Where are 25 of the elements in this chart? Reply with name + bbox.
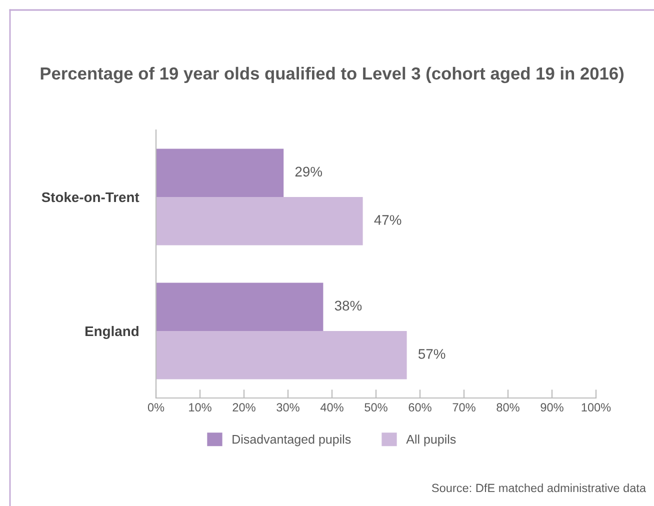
chart-title: Percentage of 19 year olds qualified to Level 3 (cohort aged 19 in 2016): [40, 66, 624, 84]
data-label: 47%: [374, 215, 402, 225]
x-tick-label: 80%: [496, 403, 520, 412]
x-tick-label: 10%: [189, 403, 212, 412]
x-tick-label: 0%: [148, 403, 164, 412]
x-tick-label: 100%: [582, 403, 611, 412]
data-label: 29%: [295, 166, 322, 177]
x-tick-label: 30%: [276, 403, 300, 412]
x-tick-label: 70%: [452, 403, 476, 412]
legend-label: All pupils: [406, 434, 456, 446]
bar: [156, 331, 407, 380]
bar: [156, 197, 363, 246]
bar: [156, 282, 324, 331]
data-label: 57%: [418, 349, 446, 359]
y-tick-label: England: [85, 326, 138, 339]
x-tick-label: 20%: [232, 403, 256, 412]
legend-label: Disadvantaged pupils: [232, 434, 351, 446]
bar: [156, 148, 284, 197]
x-tick-label: 90%: [540, 403, 564, 412]
x-tick-label: 40%: [320, 403, 344, 412]
x-tick-label: 60%: [408, 403, 432, 412]
y-tick-label: Stoke-on-Trent: [42, 192, 140, 202]
data-label: 38%: [334, 300, 362, 311]
source-note: Source: DfE matched administrative data: [432, 483, 646, 492]
x-tick-label: 50%: [364, 403, 388, 412]
